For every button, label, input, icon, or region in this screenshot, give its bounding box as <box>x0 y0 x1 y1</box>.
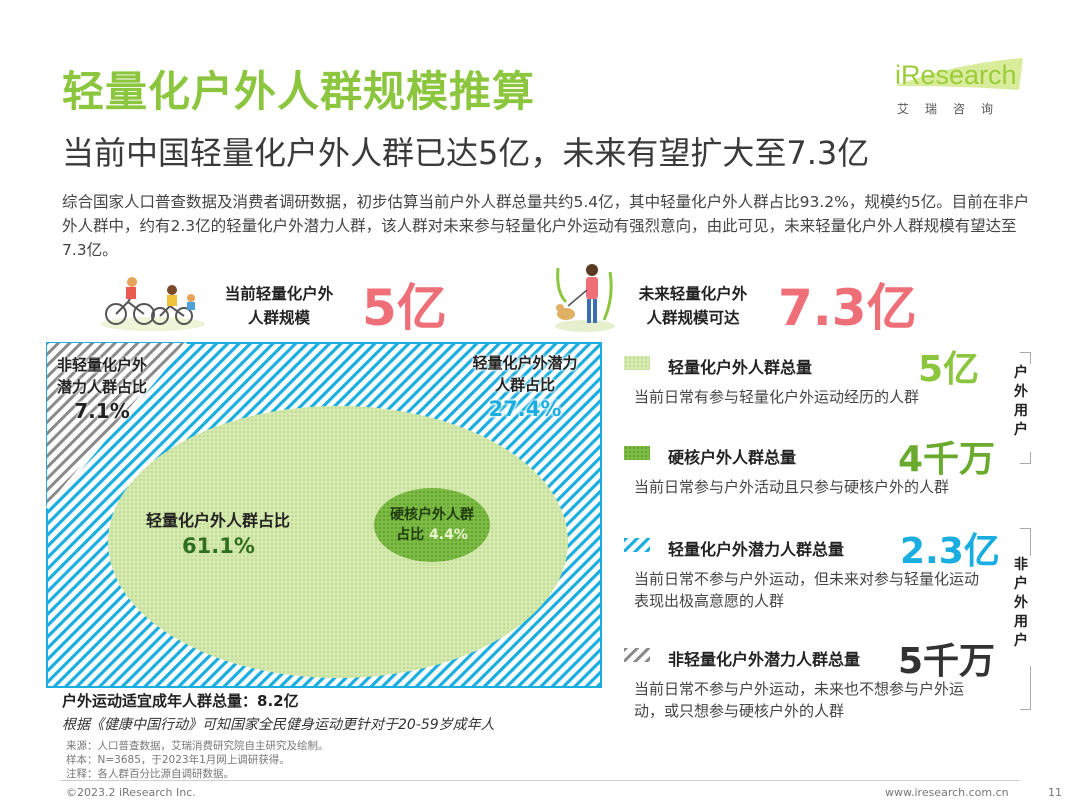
current-scale-value: 5亿 <box>362 279 447 337</box>
hardcore-value: 4.4% <box>429 527 468 543</box>
future-scale-value: 7.3亿 <box>778 279 917 337</box>
non-light-value: 7.1% <box>74 399 130 423</box>
dog-walker-illustration-icon <box>555 264 615 332</box>
potential-label-line2: 人群占比 <box>494 376 555 394</box>
legend-potential-name: 轻量化户外潜力人群总量 <box>668 540 845 559</box>
logo-brand: iResearch <box>895 60 1017 90</box>
population-diagram <box>46 342 602 688</box>
potential-label-line1: 轻量化户外潜力 <box>472 354 578 372</box>
copyright: ©2023.2 iResearch Inc. <box>66 786 196 799</box>
current-scale-label: 当前轻量化户外 人群规模 <box>212 282 346 330</box>
light-outdoor-label: 轻量化户外人群占比 61.1% <box>128 510 308 560</box>
hardcore-outdoor-label: 硬核户外人群 占比 4.4% <box>376 505 488 545</box>
legend-hardcore-desc: 当前日常参与户外活动且只参与硬核户外的人群 <box>634 478 950 496</box>
legend-potential-value: 2.3亿 <box>900 531 1000 572</box>
logo-brand-cn: 艾瑞咨询 <box>897 102 1010 116</box>
page-title: 轻量化户外人群规模推算 <box>62 67 536 116</box>
legend-potential-desc: 当前日常不参与户外运动，但未来对参与轻量化运动表现出极高意愿的人群 <box>634 570 980 610</box>
source-note: 来源：人口普查数据，艾瑞消费研究院自主研究及绘制。 <box>66 740 329 752</box>
current-scale-label-line1: 当前轻量化户外 <box>224 285 334 303</box>
light-outdoor-label-text: 轻量化户外人群占比 <box>145 511 290 530</box>
potential-label: 轻量化户外潜力 人群占比 27.4% <box>450 352 600 422</box>
website-url: www.iresearch.com.cn <box>885 786 1009 799</box>
remark-note: 注释：各人群百分比源自调研数据。 <box>66 768 234 780</box>
dark-dots-legend-icon <box>624 446 650 460</box>
logo-swoosh-icon <box>895 58 1023 90</box>
hardcore-label-line1: 硬核户外人群 <box>390 507 474 523</box>
legend-non-light-value: 5千万 <box>898 641 996 682</box>
legend-light-value: 5亿 <box>918 349 980 390</box>
description-text: 综合国家人口普查数据及消费者调研数据，初步估算当前户外人群总量共约5.4亿，其中… <box>62 193 1030 259</box>
non-light-label-line2: 潜力人群占比 <box>56 378 147 396</box>
potential-value: 27.4% <box>488 397 562 421</box>
legend-hardcore-name: 硬核户外人群总量 <box>668 448 797 467</box>
iresearch-logo: iResearch 艾瑞咨询 <box>895 56 1025 120</box>
legend-non-light-name: 非轻量化户外潜力人群总量 <box>668 650 861 669</box>
hardcore-outdoor-region <box>374 488 490 562</box>
total-population-label: 户外运动适宜成年人群总量：8.2亿 <box>62 692 299 710</box>
light-dots-legend-icon <box>624 356 650 370</box>
footer-divider <box>60 780 1020 781</box>
future-scale-label-line2: 人群规模可达 <box>646 309 740 327</box>
future-scale-label: 未来轻量化户外 人群规模可达 <box>626 282 760 330</box>
legend-light-name: 轻量化户外人群总量 <box>668 358 813 377</box>
page-subtitle: 当前中国轻量化户外人群已达5亿，未来有望扩大至7.3亿 <box>62 134 870 172</box>
future-scale-label-line1: 未来轻量化户外 <box>638 285 748 303</box>
hardcore-label-line2: 占比 <box>396 527 425 543</box>
sample-note: 样本：N=3685，于2023年1月网上调研获得。 <box>66 754 290 766</box>
non-light-potential-label: 非轻量化户外 潜力人群占比 7.1% <box>40 354 164 424</box>
legend-light-desc: 当前日常有参与轻量化户外运动经历的人群 <box>634 388 920 406</box>
blue-stripe-legend-icon <box>624 538 650 552</box>
page-number: 11 <box>1048 786 1062 799</box>
gray-stripe-legend-icon <box>624 648 650 662</box>
cyclists-illustration-icon <box>101 277 205 331</box>
outdoor-group-label: 户外用户 <box>1010 364 1032 452</box>
non-light-label-line1: 非轻量化户外 <box>56 356 147 374</box>
light-outdoor-region <box>108 406 568 678</box>
legend-hardcore-value: 4千万 <box>898 439 996 480</box>
current-scale-label-line2: 人群规模 <box>247 309 310 327</box>
legend-non-light-desc: 当前日常不参与户外运动，未来也不想参与户外运动，或只想参与硬核户外的人群 <box>634 680 965 720</box>
non-outdoor-group-label: 非户外用户 <box>1010 556 1032 666</box>
light-outdoor-value: 61.1% <box>182 534 255 558</box>
diagram-note: 根据《健康中国行动》可知国家全民健身运动更针对于20-59岁成年人 <box>62 717 495 733</box>
